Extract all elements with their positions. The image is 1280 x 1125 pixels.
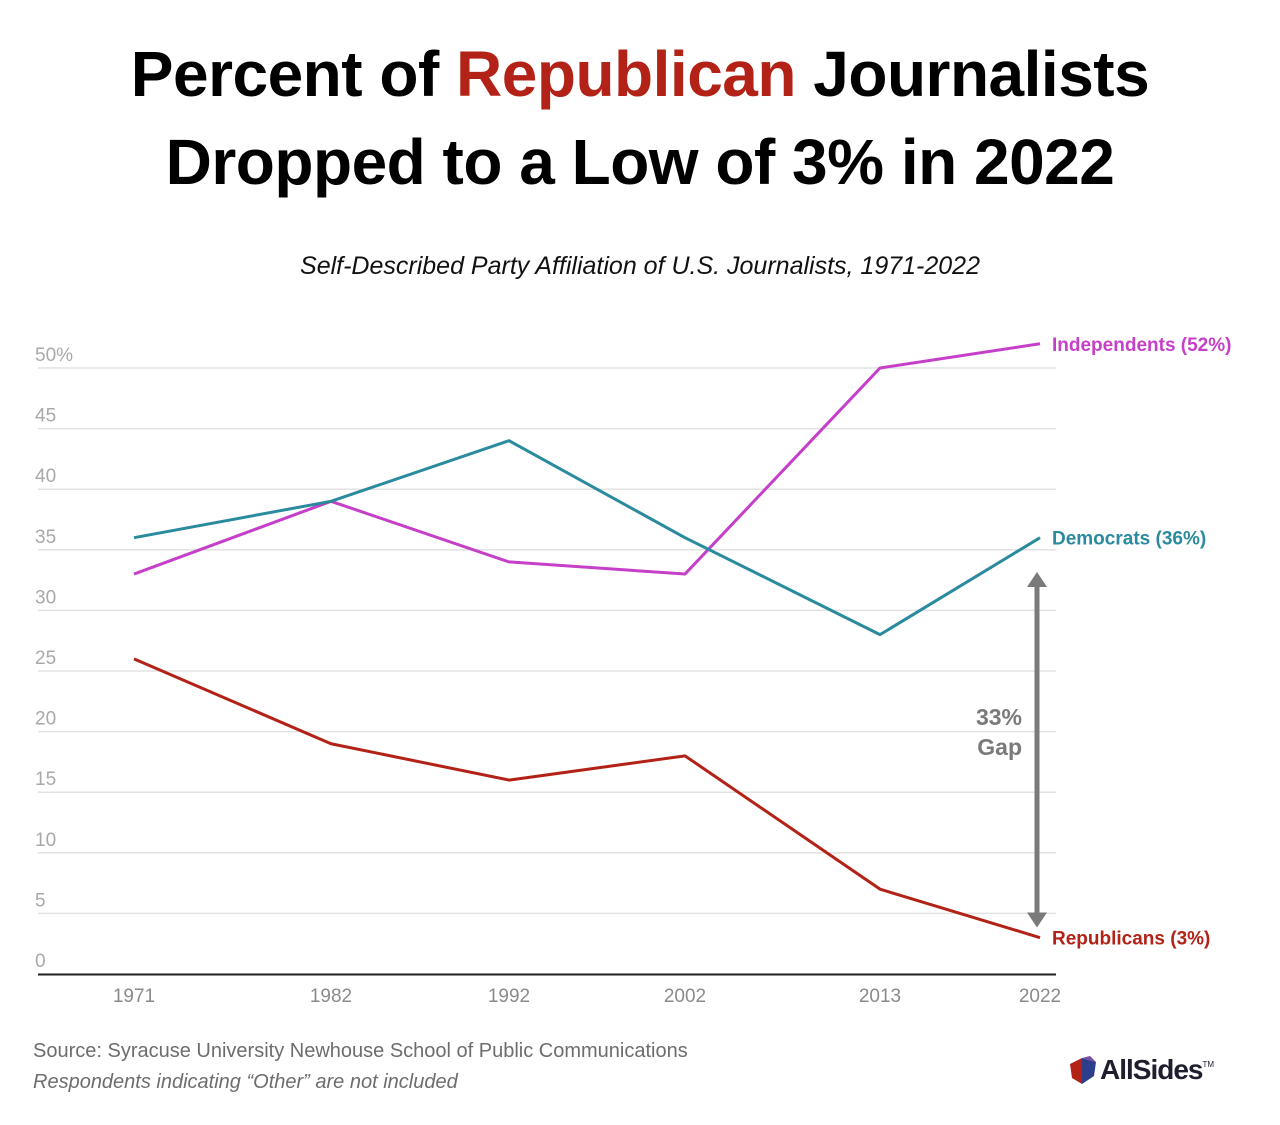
- series-line-democrats: [133, 439, 1041, 637]
- gap-arrow-head-up: [1027, 572, 1047, 588]
- allsides-logo: AllSides TM: [1068, 1050, 1214, 1090]
- y-tick-label: 20: [35, 709, 56, 730]
- series-label-democrats: Democrats (36%): [1052, 529, 1206, 550]
- allsides-logo-text: AllSides: [1100, 1054, 1203, 1085]
- headline: Percent of Republican Journalists Dropped…: [0, 30, 1280, 206]
- allsides-logo-icon: [1070, 1056, 1096, 1084]
- y-tick-label: 5: [35, 890, 46, 911]
- headline-accent: Republican: [456, 38, 796, 110]
- allsides-logo-tm: TM: [1202, 1060, 1215, 1069]
- gap-arrow-head-down: [1027, 912, 1047, 928]
- x-tick-label: 2002: [664, 986, 706, 1007]
- y-tick-label: 35: [35, 527, 56, 548]
- y-tick-label: 15: [35, 769, 56, 790]
- y-tick-label: 10: [35, 830, 56, 851]
- x-tick-label: 1992: [488, 986, 530, 1007]
- x-tick-label: 1971: [113, 986, 155, 1007]
- headline-line2: Dropped to a Low of 3% in 2022: [165, 126, 1115, 198]
- y-axis-ticks: 0 5 10 15 20 25 30 35 40 45 50%: [35, 345, 73, 972]
- y-tick-label: 0: [35, 951, 46, 972]
- grid-lines: [38, 367, 1056, 915]
- x-tick-label: 2013: [859, 986, 901, 1007]
- series-label-independents: Independents (52%): [1052, 335, 1231, 356]
- y-tick-label: 25: [35, 648, 56, 669]
- gap-label-percent: 33%: [976, 704, 1022, 730]
- source-text: Source: Syracuse University Newhouse Sch…: [33, 1040, 688, 1062]
- x-axis-ticks: 1971 1982 1992 2002 2013 2022: [113, 986, 1061, 1007]
- x-tick-label: 1982: [310, 986, 352, 1007]
- headline-line1-post: Journalists: [795, 38, 1150, 110]
- series-line-republicans: [133, 657, 1041, 940]
- series-line-independents: [133, 342, 1041, 576]
- y-tick-label: 45: [35, 406, 56, 427]
- gap-label-word: Gap: [977, 734, 1022, 760]
- x-tick-label: 2022: [1019, 986, 1061, 1007]
- series-label-republicans: Republicans (3%): [1052, 929, 1210, 950]
- gap-annotation: 33% Gap: [976, 572, 1047, 928]
- headline-line1-pre: Percent of: [130, 38, 457, 110]
- series-labels: Independents (52%) Democrats (36%) Republi…: [1052, 335, 1231, 950]
- note-text: Respondents indicating “Other” are not i…: [33, 1071, 458, 1093]
- series-lines: [133, 342, 1041, 940]
- y-tick-label: 30: [35, 587, 56, 608]
- y-tick-label: 50%: [35, 345, 73, 366]
- chart-subtitle: Self-Described Party Affiliation of U.S.…: [300, 252, 980, 280]
- y-tick-label: 40: [35, 466, 56, 487]
